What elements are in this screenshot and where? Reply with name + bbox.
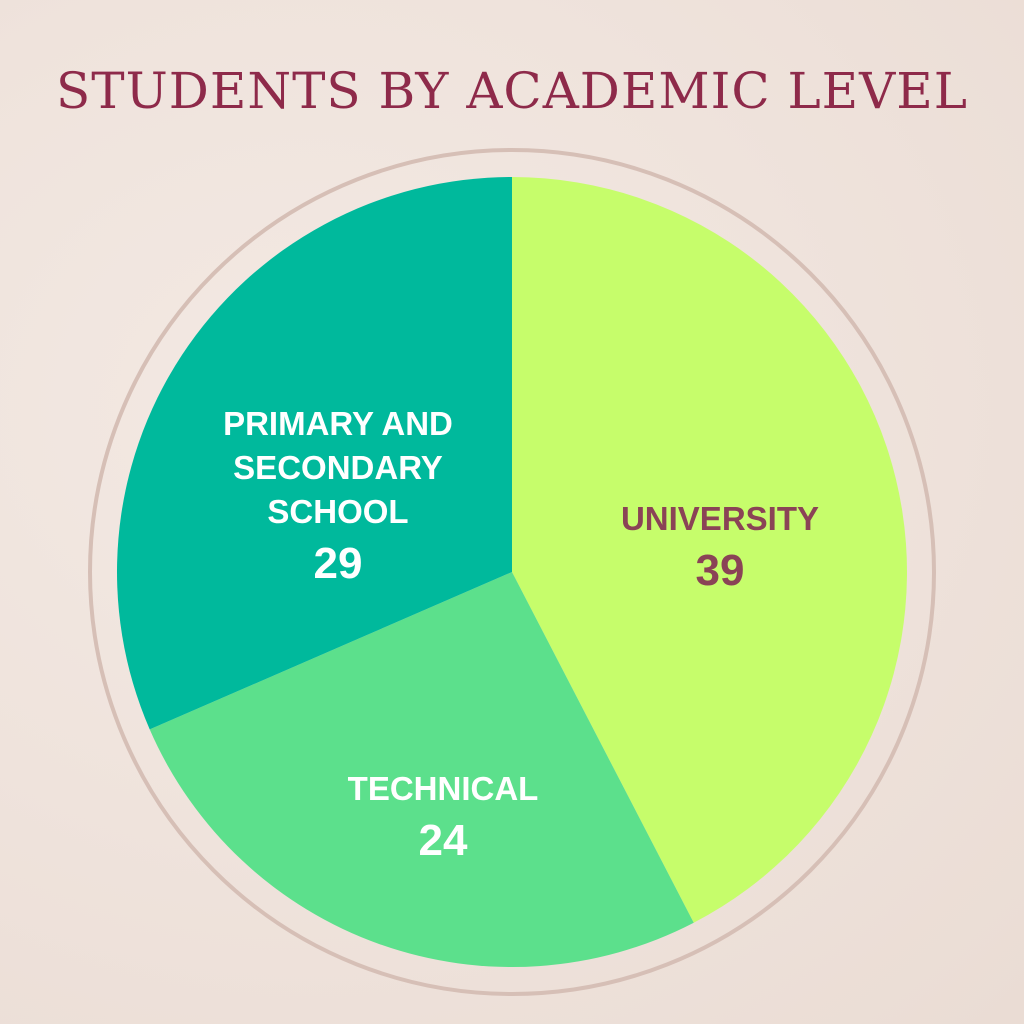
slice-label: PRIMARY AND — [223, 405, 453, 442]
slice-value: 24 — [419, 816, 468, 865]
slice-label: SCHOOL — [267, 493, 408, 530]
outer-ring — [88, 148, 936, 996]
slice-value: 29 — [314, 539, 363, 588]
slice-value: 39 — [696, 546, 745, 595]
pie-slice-3 — [116, 177, 512, 730]
pie-slice-1 — [512, 177, 908, 923]
slice-label: TECHNICAL — [348, 770, 539, 807]
pie-slice-2 — [149, 572, 694, 967]
slice-label: UNIVERSITY — [621, 500, 819, 537]
slice-label: SECONDARY — [233, 449, 443, 486]
chart-title: STUDENTS BY ACADEMIC LEVEL — [55, 62, 968, 120]
